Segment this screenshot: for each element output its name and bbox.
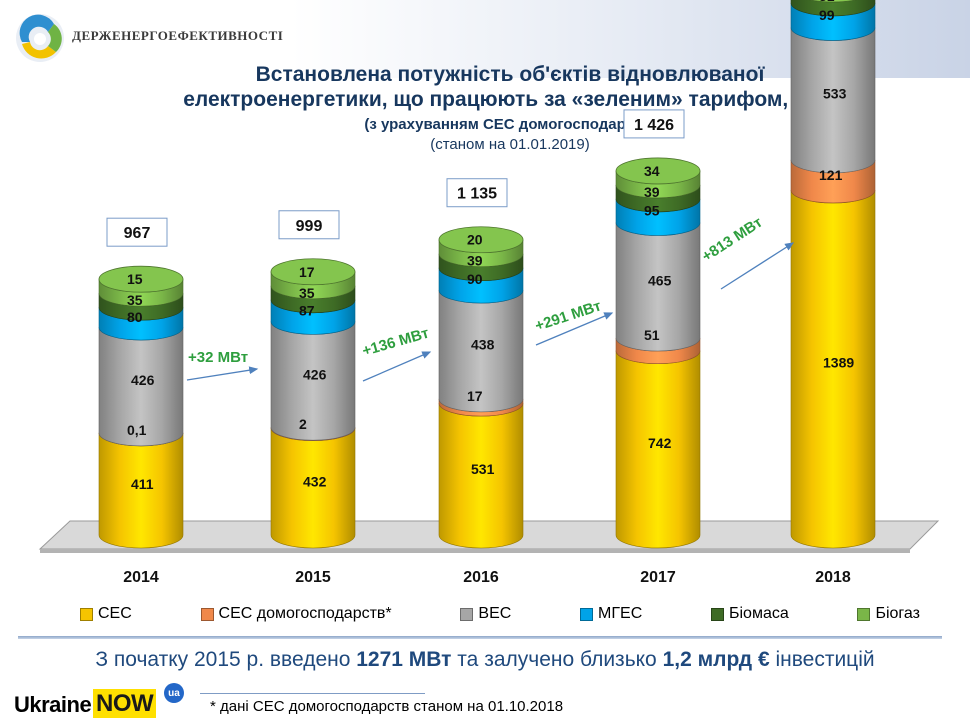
x-tick-label-2015: 2015 [295,569,331,586]
data-label-2018-1: 121 [819,167,843,183]
growth-label-2: +291 МВт [533,297,603,334]
data-label-2015-2: 426 [303,366,327,382]
brand-word: Ukraine [14,692,92,717]
data-label-2016-4: 39 [467,253,483,269]
data-label-2017-5: 34 [644,163,660,179]
chart-title: Встановлена потужність об'єктів відновлю… [120,62,900,154]
legend-swatch-2 [460,607,474,621]
legend-swatch-5 [857,607,871,621]
data-label-2014-0: 411 [131,476,154,492]
legend-item-1: СЕС домогосподарств* [200,605,392,623]
data-label-2015-3: 87 [299,303,315,319]
cylinder-top-2016 [438,226,524,254]
data-label-2015-5: 17 [299,264,315,280]
segment-2018-5 [809,0,857,3]
title-line-1: Встановлена потужність об'єктів відновлю… [255,63,765,86]
growth-arrow-3 [720,242,795,290]
total-box-2017 [623,109,685,139]
x-tick-label-2018: 2018 [815,569,851,586]
data-label-2017-1: 51 [644,327,660,343]
data-label-2016-2: 438 [471,336,495,352]
x-tick-label-2016: 2016 [463,569,499,586]
legend-label-5: Біогаз [875,605,920,622]
legend-item-5: Біогаз [857,605,920,623]
ukraine-now-logo: Ukraine NOW ua [14,683,184,719]
total-box-2015 [278,210,340,240]
legend-swatch-4 [710,607,724,621]
data-label-2015-1: 2 [299,416,307,432]
total-box-2014 [106,217,168,247]
brand-ua-badge: ua [164,683,184,703]
data-label-2016-5: 20 [467,232,483,248]
data-label-2018-0: 1389 [823,354,854,370]
divider [18,636,942,639]
subtitle: (з урахуванням СЕС домогосподарств) [364,116,656,133]
total-label-2015: 999 [296,218,323,235]
summary-pre: З початку 2015 р. введено [95,648,357,671]
summary-post: інвестицій [769,648,875,671]
total-label-2017: 1 426 [634,117,674,134]
legend-item-4: Біомаса [710,605,789,623]
data-label-2015-0: 432 [303,473,327,489]
brand-now: NOW [93,689,157,718]
segment-2018-4 [790,0,876,17]
cylinder-top-2015 [270,258,356,286]
growth-label-3: +813 МВт [699,214,766,266]
data-label-2016-1: 17 [467,388,483,404]
legend-label-1: СЕС домогосподарств* [218,605,392,622]
summary-line: З початку 2015 р. введено 1271 МВт та за… [0,648,970,672]
growth-arrow-2 [535,312,614,346]
data-label-2014-3: 80 [127,309,143,325]
total-box-2016 [446,178,508,208]
footnote-rule [200,693,425,694]
x-tick-label-2017: 2017 [640,569,676,586]
data-label-2017-0: 742 [648,435,672,451]
legend-label-2: ВЕС [478,605,512,622]
legend-label-0: СЕС [98,605,132,622]
growth-label-1: +136 МВт [360,325,430,360]
agency-logo-icon [16,14,64,62]
data-label-2017-4: 39 [644,184,660,200]
data-label-2018-4: 51 [819,0,835,4]
date-note: (станом на 01.01.2019) [430,136,590,153]
legend-item-0: СЕС [80,605,132,623]
data-label-2014-1: 0,1 [127,422,147,438]
stacked-cylinder-chart: 4110,14268035159672014432242687351799920… [38,0,940,586]
data-label-2016-0: 531 [471,461,495,477]
total-label-2016: 1 135 [457,186,497,203]
data-label-2018-2: 533 [823,86,847,102]
legend-label-4: Біомаса [728,605,789,622]
summary-mid: та залучено близько [451,648,663,671]
legend-item-3: МГЕС [580,605,642,623]
growth-arrow-1 [362,351,432,382]
legend-item-2: ВЕС [460,605,511,623]
chart-legend: СЕС СЕС домогосподарств* ВЕС МГЕС Біомаса Біо… [80,603,920,625]
data-label-2014-5: 15 [127,271,143,287]
summary-investment: 1,2 млрд € [662,648,770,671]
total-label-2014: 967 [124,225,151,242]
legend-swatch-1 [200,607,214,621]
data-label-2017-2: 465 [648,272,672,288]
data-label-2015-4: 35 [299,285,315,301]
legend-label-3: МГЕС [598,605,643,622]
legend-swatch-3 [580,607,594,621]
chart-floor-front [40,549,910,553]
growth-arrow-0 [186,366,259,381]
data-label-2014-2: 426 [131,372,155,388]
data-label-2014-4: 35 [127,292,143,308]
cylinder-top-2014 [98,265,184,293]
x-tick-label-2014: 2014 [123,569,159,586]
title-line-2: електроенергетики, що працюють за «зелен… [183,88,837,111]
data-label-2016-3: 90 [467,271,483,287]
summary-amount: 1271 МВт [356,648,452,671]
footnote: * дані СЕС домогосподарств станом на 01.… [210,698,564,715]
cylinder-top-2017 [615,157,701,185]
growth-label-0: +32 МВт [188,349,248,366]
legend-swatch-0 [80,607,93,621]
agency-name: ДЕРЖЕНЕРГОЕФЕКТИВНОСТІ [72,28,284,43]
data-label-2018-3: 99 [819,7,835,23]
data-label-2017-3: 95 [644,203,660,219]
